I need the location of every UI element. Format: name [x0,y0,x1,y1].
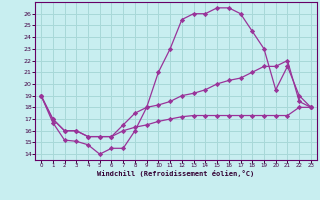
X-axis label: Windchill (Refroidissement éolien,°C): Windchill (Refroidissement éolien,°C) [97,170,255,177]
